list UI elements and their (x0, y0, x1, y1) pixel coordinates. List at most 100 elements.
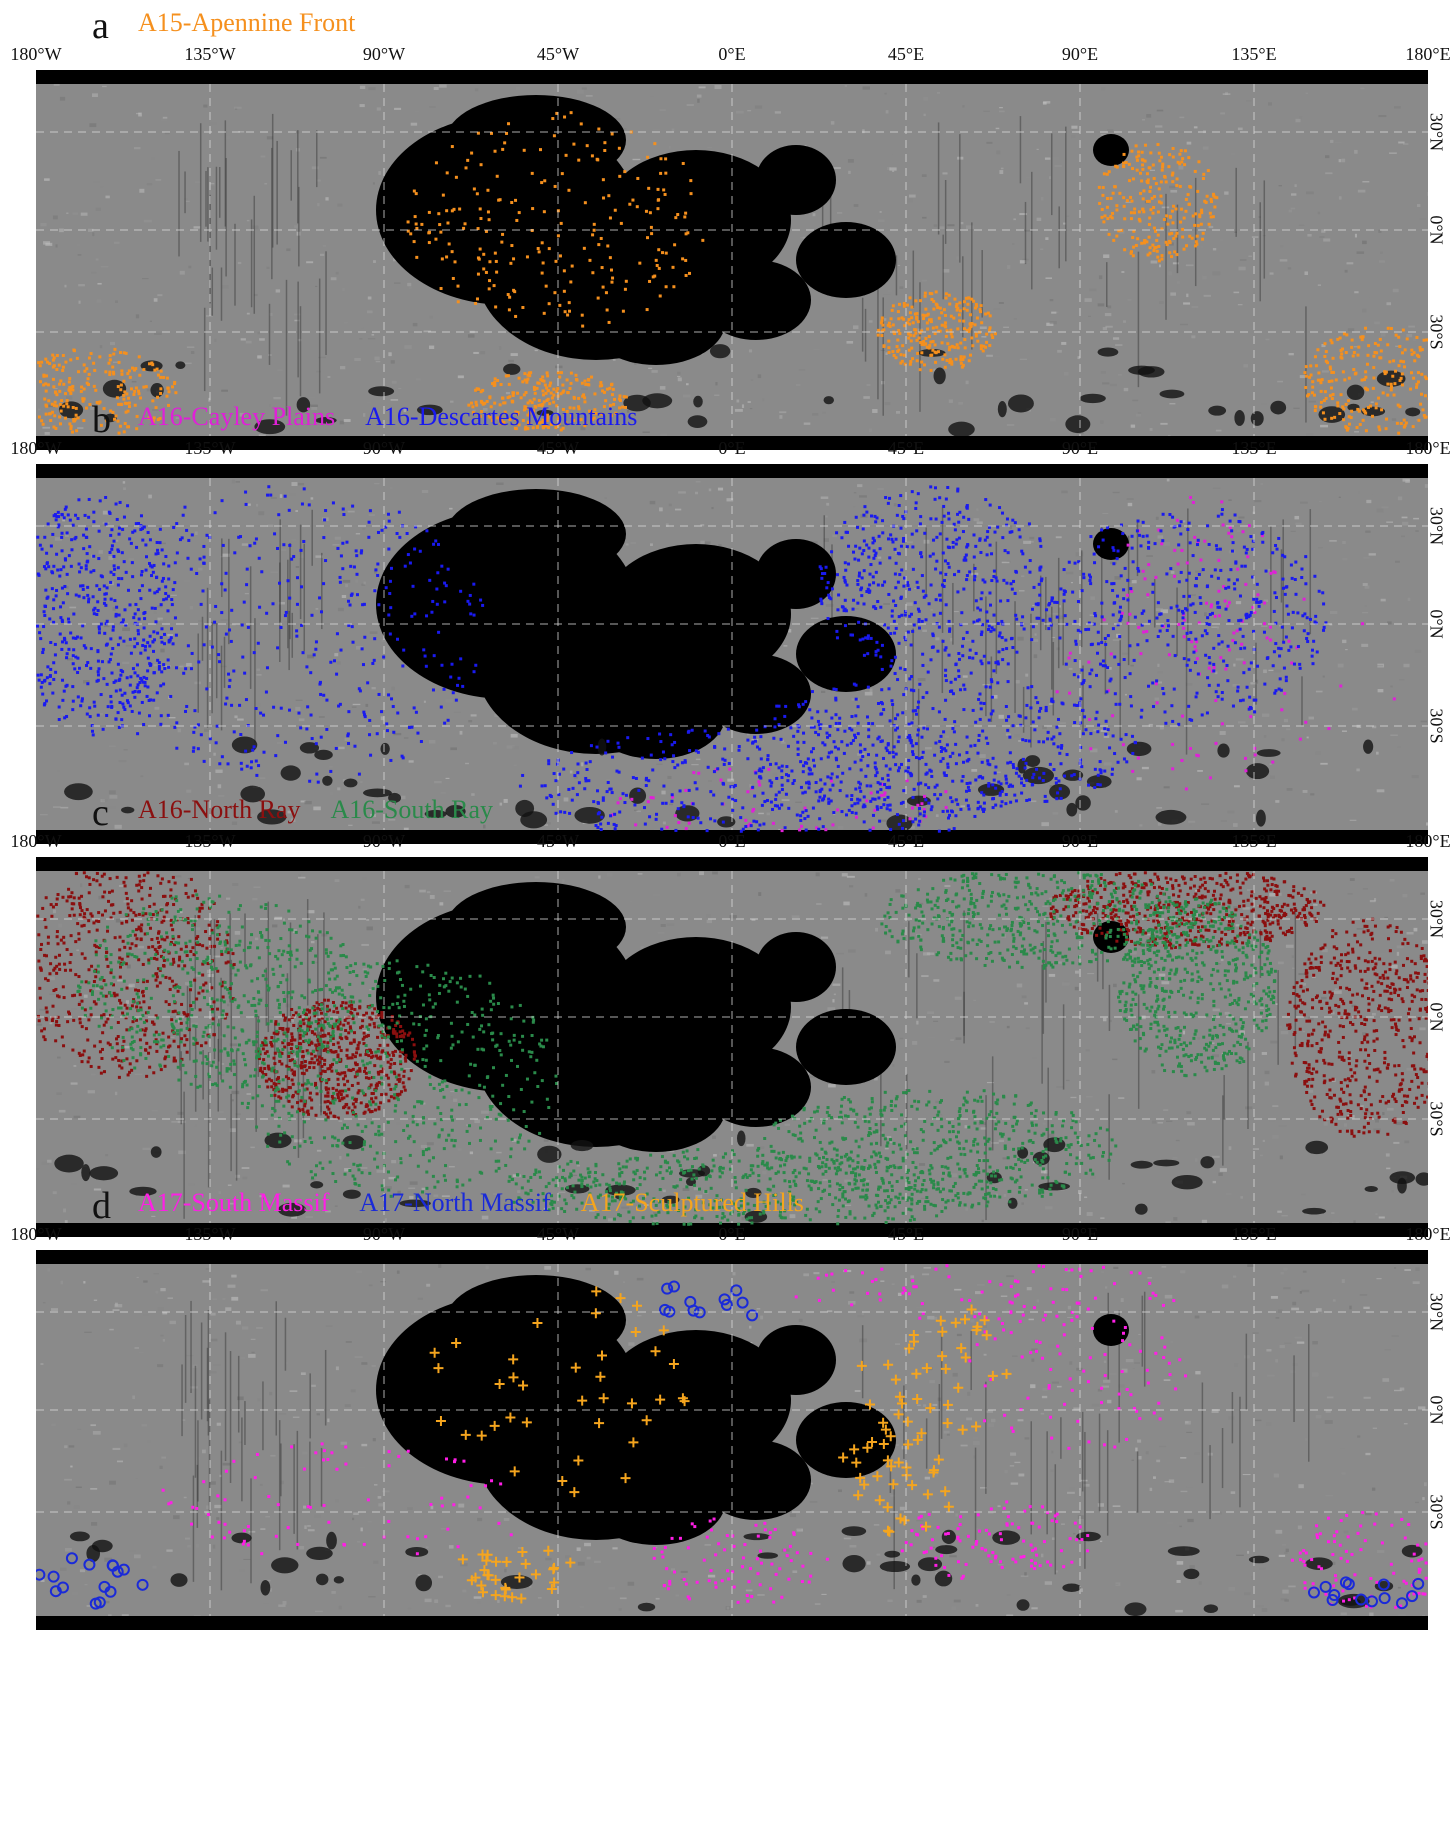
sample-marker (1115, 204, 1119, 208)
sample-marker (580, 381, 584, 385)
sample-marker (648, 211, 652, 215)
sample-marker (1146, 178, 1150, 182)
terrain-texture (1423, 665, 1427, 667)
terrain-texture (214, 508, 219, 512)
terrain-texture (114, 241, 120, 244)
sample-marker (858, 571, 862, 575)
terrain-texture (1163, 786, 1170, 789)
sample-marker (1156, 210, 1160, 214)
sample-marker (1030, 607, 1034, 611)
sample-marker (746, 824, 750, 828)
sample-marker (214, 741, 218, 745)
sample-marker (956, 306, 960, 310)
terrain-texture (1156, 109, 1164, 112)
sample-marker (651, 796, 655, 800)
sample-marker (601, 178, 605, 182)
sample-marker (85, 552, 89, 556)
terrain-texture (90, 721, 94, 726)
sample-marker (1343, 378, 1347, 382)
sample-marker (126, 425, 130, 429)
stripe-artifact (942, 234, 944, 300)
sample-marker (1372, 376, 1376, 380)
terrain-texture (1398, 678, 1405, 681)
sample-marker (339, 554, 343, 558)
sample-marker (59, 409, 63, 413)
sample-marker (1145, 639, 1149, 643)
sample-marker (1062, 592, 1066, 596)
sample-marker (614, 411, 618, 415)
terrain-texture (108, 805, 117, 809)
sample-marker (1423, 375, 1427, 379)
sample-marker (1006, 761, 1010, 765)
stripe-artifact (959, 134, 961, 263)
terrain-texture (1278, 184, 1283, 187)
terrain-texture (295, 148, 300, 152)
terrain-texture (1006, 424, 1015, 426)
sample-marker (56, 568, 60, 572)
terrain-texture (427, 414, 435, 417)
sample-marker (459, 589, 463, 593)
sample-marker (998, 793, 1002, 797)
sample-marker (1126, 621, 1130, 625)
sample-marker (482, 252, 486, 256)
sample-marker (41, 692, 45, 696)
sample-marker (143, 617, 147, 621)
terrain-texture (390, 360, 395, 364)
terrain-texture (87, 228, 94, 232)
sample-marker (976, 806, 980, 810)
terrain-texture (429, 315, 434, 319)
lunar-map (36, 70, 1428, 450)
sample-marker (131, 575, 135, 579)
sample-marker (969, 323, 973, 327)
sample-marker (1106, 526, 1110, 530)
sample-marker (728, 767, 732, 771)
sample-marker (853, 733, 857, 737)
sample-marker (607, 194, 611, 198)
terrain-texture (1308, 400, 1316, 403)
terrain-texture (1013, 218, 1016, 221)
terrain-texture (1349, 819, 1357, 821)
terrain-texture (947, 224, 955, 227)
terrain-texture (869, 688, 873, 692)
sample-marker (114, 414, 118, 418)
sample-marker (1029, 706, 1033, 710)
sample-marker (851, 633, 855, 637)
terrain-texture (1051, 613, 1060, 615)
terrain-texture (953, 610, 959, 613)
sample-marker (38, 543, 42, 547)
sample-marker (972, 620, 976, 624)
terrain-texture (534, 349, 538, 352)
sample-marker (252, 651, 256, 655)
sample-marker (51, 353, 55, 357)
sample-marker (719, 778, 723, 782)
sample-marker (1027, 798, 1031, 802)
terrain-texture (1149, 169, 1156, 171)
sample-marker (854, 815, 858, 819)
sample-marker (539, 148, 543, 152)
mare-region (756, 145, 836, 215)
terrain-texture (1238, 266, 1246, 271)
terrain-texture (1233, 823, 1238, 827)
terrain-texture (224, 282, 227, 286)
sample-marker (1273, 691, 1277, 695)
sample-marker (584, 779, 588, 783)
terrain-texture (1251, 236, 1259, 238)
sample-marker (1361, 335, 1365, 339)
sample-marker (1425, 338, 1428, 342)
terrain-texture (197, 620, 203, 622)
sample-marker (1304, 720, 1308, 724)
sample-marker (1172, 574, 1176, 578)
sample-marker (1255, 582, 1259, 586)
sample-marker (959, 358, 963, 362)
terrain-texture (311, 406, 318, 410)
terrain-texture (1305, 92, 1308, 95)
sample-marker (133, 689, 137, 693)
terrain-texture (1187, 652, 1195, 657)
sample-marker (1216, 576, 1220, 580)
sample-marker (71, 708, 75, 712)
sample-marker (142, 385, 146, 389)
sample-marker (956, 487, 960, 491)
sample-marker (1135, 155, 1139, 159)
sample-marker (801, 770, 805, 774)
sample-marker (1116, 623, 1120, 627)
